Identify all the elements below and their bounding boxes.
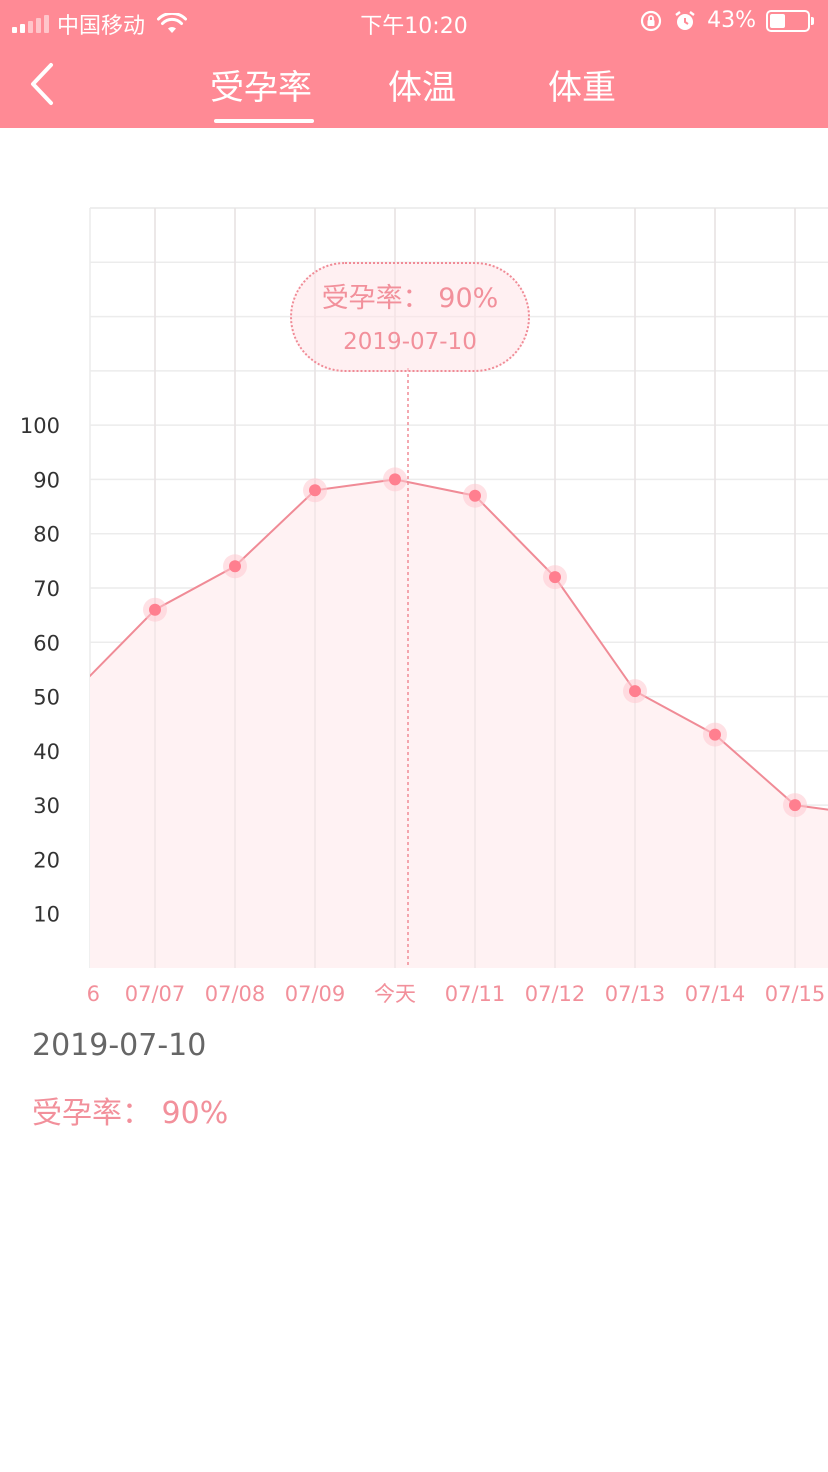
alarm-icon xyxy=(675,10,695,30)
x-tick-label: 07/12 xyxy=(525,982,586,1006)
data-point[interactable] xyxy=(149,603,161,616)
data-point[interactable] xyxy=(629,685,641,698)
status-left: 中国移动 xyxy=(12,8,188,40)
detail-date: 2019-07-10 xyxy=(32,1028,207,1063)
y-tick-label: 50 xyxy=(33,686,60,710)
chart-series xyxy=(90,208,828,968)
carrier-name: 中国移动 xyxy=(57,14,146,39)
signal-icon xyxy=(12,15,49,33)
data-point[interactable] xyxy=(469,489,481,502)
data-point[interactable] xyxy=(309,484,321,497)
data-point[interactable] xyxy=(549,571,561,584)
status-bar: 中国移动 下午10:20 43% xyxy=(0,0,828,42)
battery-icon xyxy=(766,9,814,32)
header: 中国移动 下午10:20 43% xyxy=(0,0,828,128)
y-tick-label: 90 xyxy=(33,468,60,492)
data-point[interactable] xyxy=(389,473,401,486)
rotation-lock-icon xyxy=(640,10,662,31)
tab-conception-rate[interactable]: 受孕率 xyxy=(210,68,312,108)
y-tick-label: 20 xyxy=(33,848,60,872)
data-point[interactable] xyxy=(789,799,801,812)
battery-percent: 43% xyxy=(707,8,756,33)
x-tick-label: 07/11 xyxy=(445,982,506,1006)
x-tick-label: 07/15 xyxy=(765,982,826,1006)
y-tick-label: 80 xyxy=(33,523,60,547)
conception-rate-chart[interactable]: 10 20 30 40 50 60 70 80 90 100 6 07/07 07/08 07/09 今天 0… xyxy=(0,128,828,1028)
tooltip-rate: 受孕率： 90% xyxy=(321,283,499,314)
chart-tooltip: 受孕率： 90% 2019-07-10 xyxy=(290,262,530,372)
tab-temperature[interactable]: 体温 xyxy=(388,68,456,108)
tooltip-date: 2019-07-10 xyxy=(343,329,477,355)
data-point[interactable] xyxy=(709,728,721,741)
x-tick-label: 07/13 xyxy=(605,982,666,1006)
y-tick-label: 60 xyxy=(33,631,60,655)
tab-weight[interactable]: 体重 xyxy=(548,68,616,108)
y-tick-label: 100 xyxy=(20,414,60,438)
chevron-left-icon xyxy=(31,63,53,105)
y-tick-label: 40 xyxy=(33,740,60,764)
y-tick-label: 30 xyxy=(33,794,60,818)
x-tick-label: 07/09 xyxy=(285,982,346,1006)
status-time: 下午10:20 xyxy=(360,14,468,39)
nav-bar: 受孕率 体温 体重 xyxy=(0,42,828,128)
y-tick-label: 10 xyxy=(33,903,60,927)
chart-area[interactable]: 10 20 30 40 50 60 70 80 90 100 6 07/07 07/08 07/09 今天 0… xyxy=(0,128,828,1028)
back-button[interactable] xyxy=(22,60,62,108)
active-tab-indicator xyxy=(214,119,314,123)
x-tick-label: 07/08 xyxy=(205,982,266,1006)
x-tick-label: 07/07 xyxy=(125,982,186,1006)
data-point[interactable] xyxy=(229,560,241,573)
series-area xyxy=(90,479,828,968)
wifi-icon xyxy=(157,13,188,33)
x-tick-label: 07/14 xyxy=(685,982,746,1006)
x-tick-label: 今天 xyxy=(374,982,416,1006)
x-tick-label: 6 xyxy=(87,982,100,1006)
status-right: 43% xyxy=(639,8,814,33)
detail-rate: 受孕率： 90% xyxy=(32,1096,229,1131)
y-tick-label: 70 xyxy=(33,577,60,601)
